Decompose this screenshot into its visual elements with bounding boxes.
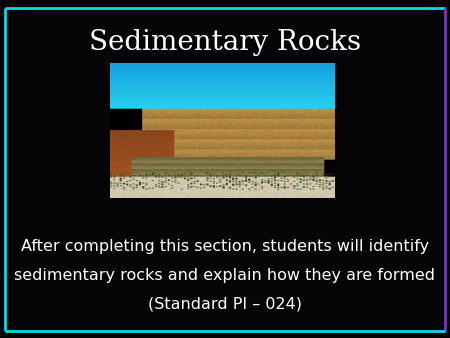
Text: sedimentary rocks and explain how they are formed: sedimentary rocks and explain how they a… — [14, 268, 436, 283]
Text: (Standard PI – 024): (Standard PI – 024) — [148, 297, 302, 312]
Text: Sedimentary Rocks: Sedimentary Rocks — [89, 29, 361, 56]
Text: After completing this section, students will identify: After completing this section, students … — [21, 239, 429, 254]
